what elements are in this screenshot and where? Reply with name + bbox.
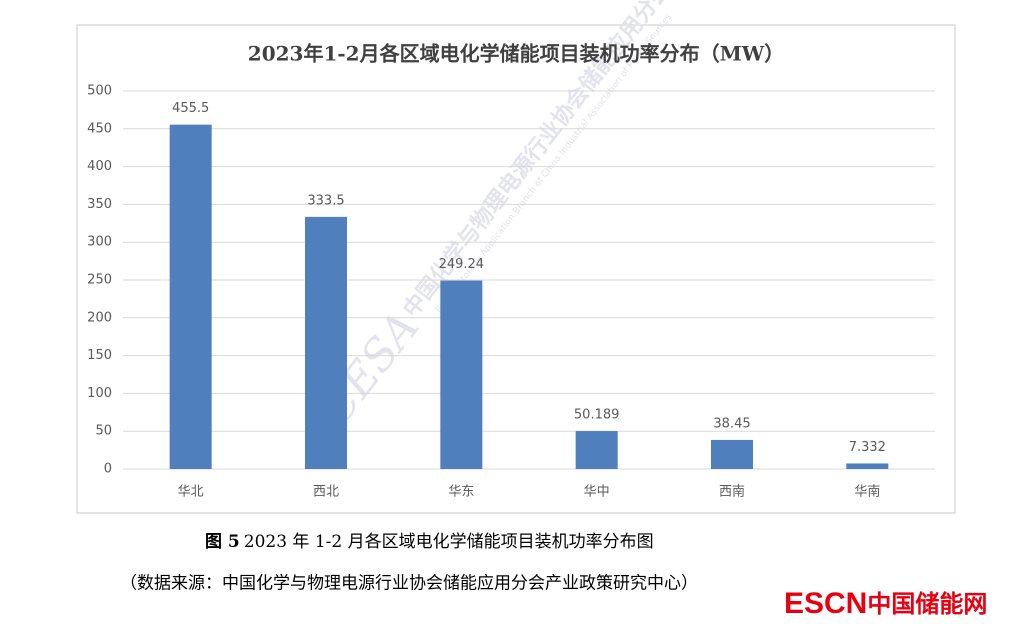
- data-label: 333.5: [307, 193, 344, 208]
- logo: ESCN中国储能网: [784, 587, 987, 620]
- y-tick-label: 0: [104, 462, 112, 477]
- y-tick-label: 300: [87, 235, 112, 250]
- y-tick-label: 450: [87, 121, 112, 136]
- bar: [846, 463, 889, 469]
- source: （数据来源：中国化学与物理电源行业协会储能应用分会产业政策研究中心）: [120, 574, 698, 594]
- caption: 图 5 2023 年 1-2 月各区域电化学储能项目装机功率分布图: [205, 532, 654, 552]
- x-tick-label: 西南: [719, 484, 745, 500]
- caption-label: 图 5: [205, 532, 240, 552]
- logo-name: 中国储能网: [867, 590, 987, 618]
- y-tick-label: 150: [87, 348, 112, 363]
- bar: [575, 431, 618, 469]
- x-tick-label: 华南: [854, 484, 880, 500]
- data-label: 455.5: [172, 101, 209, 116]
- x-tick-label: 华中: [584, 485, 610, 500]
- bar: [169, 124, 212, 469]
- x-tick-label: 华东: [448, 485, 474, 500]
- logo-brand: ESCN: [784, 587, 867, 620]
- bar: [711, 439, 753, 469]
- y-tick-label: 50: [95, 424, 112, 439]
- y-tick-label: 250: [87, 273, 112, 288]
- y-tick-label: 100: [87, 386, 112, 401]
- chart-title: 2023年1-2月各区域电化学储能项目装机功率分布（MW）: [248, 42, 784, 66]
- bar: [440, 280, 483, 469]
- y-tick-label: 400: [87, 159, 112, 174]
- x-tick-label: 西北: [313, 485, 339, 500]
- y-tick-label: 200: [87, 310, 112, 325]
- caption-text: 2023 年 1-2 月各区域电化学储能项目装机功率分布图: [244, 532, 654, 552]
- bar: [305, 216, 347, 469]
- x-tick-label: 华北: [178, 485, 204, 500]
- data-label: 7.332: [849, 440, 886, 455]
- y-tick-label: 350: [87, 197, 112, 212]
- data-label: 50.189: [574, 408, 620, 423]
- plot: 0 50 100 150 200 250 300 350 400 450 500 华北 455.5 西北 3…: [87, 84, 935, 500]
- data-label: 249.24: [439, 257, 485, 272]
- y-tick-label: 500: [87, 84, 112, 99]
- data-label: 38.45: [713, 416, 750, 431]
